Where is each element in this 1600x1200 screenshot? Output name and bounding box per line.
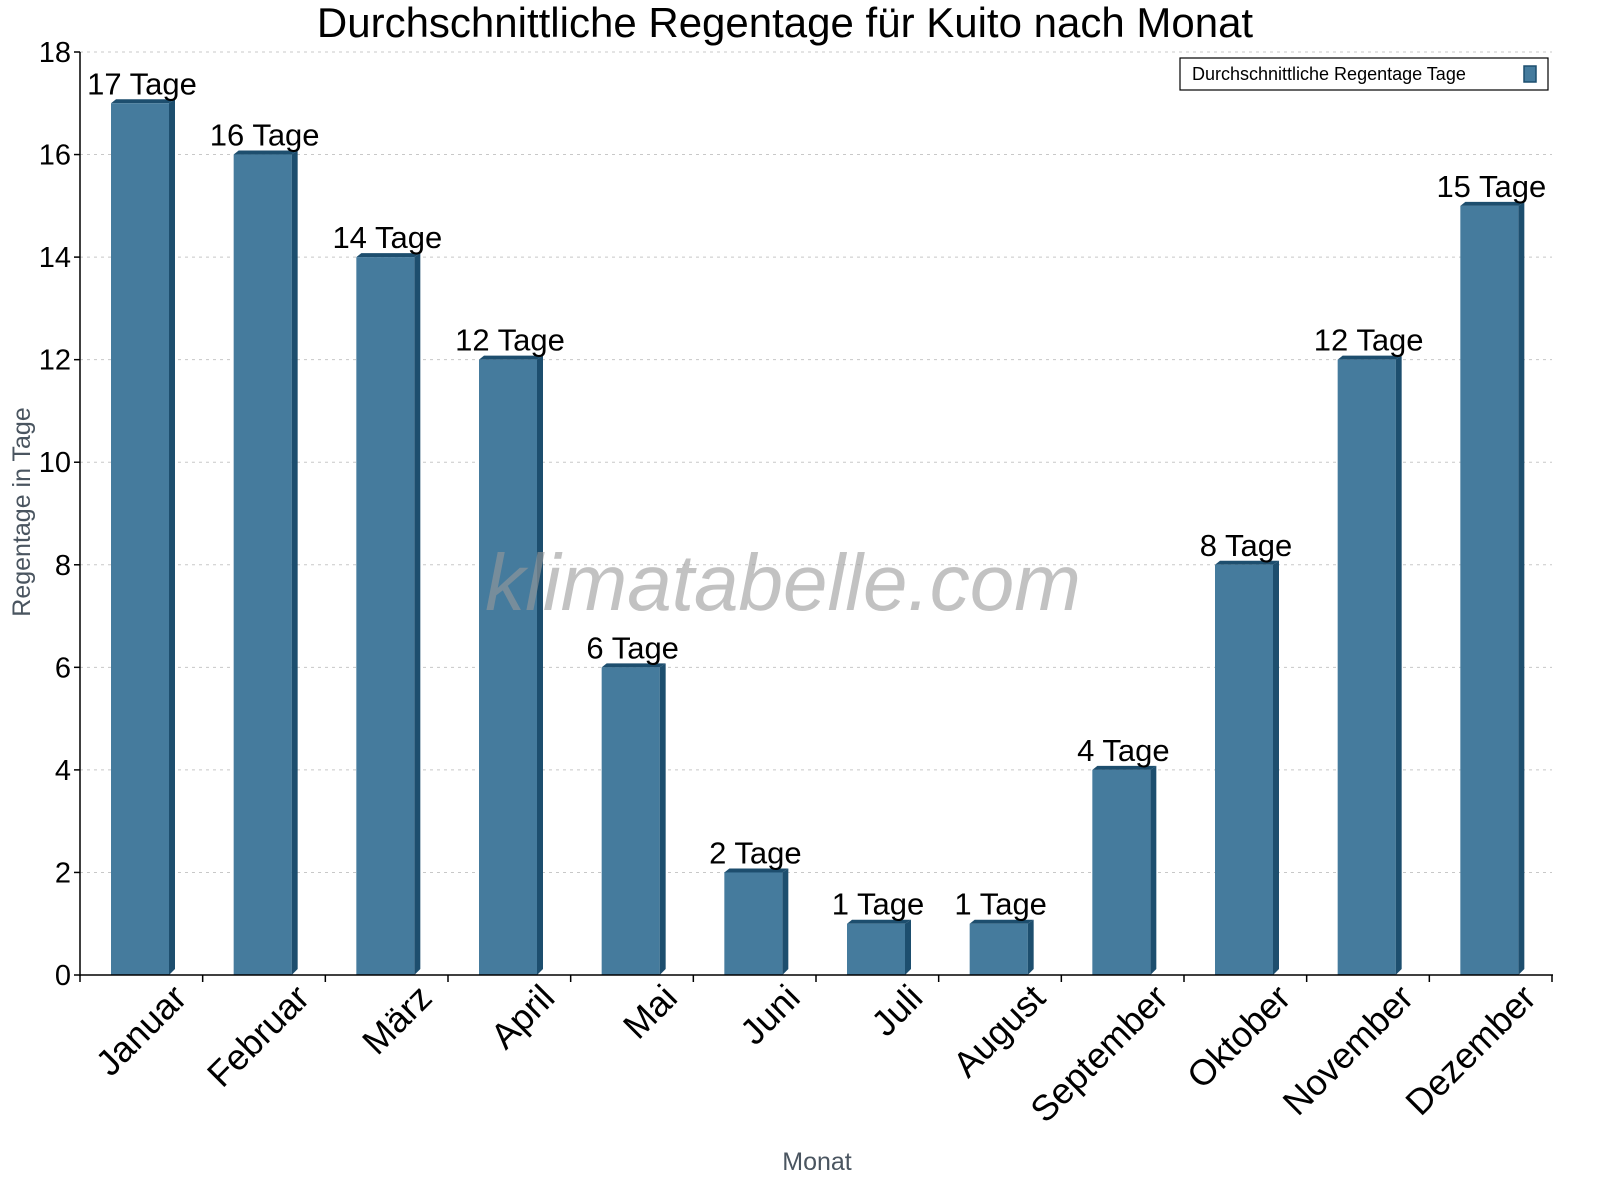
bar: [479, 355, 543, 976]
x-tick-label: Juli: [863, 977, 930, 1044]
chart-title: Durchschnittliche Regentage für Kuito na…: [317, 0, 1254, 46]
y-tick-label: 4: [55, 755, 71, 787]
y-tick-label: 12: [39, 345, 71, 377]
data-label: 14 Tage: [332, 220, 442, 255]
bar: [724, 868, 789, 975]
data-labels: 17 Tage 16 Tage 14 Tage 12 Tage 6 Tage 2 Tage…: [87, 66, 1546, 921]
x-tick-label: Juni: [732, 977, 808, 1053]
bar: [1215, 560, 1279, 975]
data-label: 1 Tage: [954, 887, 1047, 922]
data-label: 2 Tage: [709, 835, 802, 870]
bars: [111, 99, 1525, 976]
legend: Durchschnittliche Regentage Tage: [1179, 57, 1549, 91]
data-label: 16 Tage: [210, 118, 320, 153]
legend-swatch: [1523, 65, 1537, 83]
data-label: 12 Tage: [1314, 323, 1424, 358]
y-tick-label: 14: [39, 242, 71, 274]
y-tick-label: 18: [39, 37, 71, 69]
bar: [601, 663, 666, 975]
gridlines: [80, 51, 1552, 873]
y-tick-label: 8: [55, 550, 71, 582]
y-tick-label: 10: [39, 447, 71, 479]
x-axis-ticks: Januar Februar März April Mai Juni Juli AugustS…: [79, 975, 1553, 1130]
legend-box: [1179, 57, 1549, 91]
x-tick-label: März: [354, 977, 440, 1063]
data-label: 15 Tage: [1436, 169, 1546, 204]
bar: [847, 919, 911, 975]
bar: [356, 253, 421, 976]
y-tick-label: 6: [55, 652, 71, 684]
y-axis-label: Regentage in Tage: [8, 407, 36, 616]
x-tick-label: Oktober: [1179, 977, 1299, 1097]
x-tick-label: August: [945, 977, 1053, 1085]
bar: [1092, 765, 1157, 975]
data-label: 17 Tage: [87, 66, 197, 101]
data-label: 4 Tage: [1077, 733, 1170, 768]
watermark: klimatabelle.com: [485, 538, 1081, 627]
bar: [233, 150, 298, 976]
y-tick-label: 16: [39, 140, 71, 172]
x-tick-label: Februar: [199, 977, 317, 1095]
x-axis-label: Monat: [782, 1148, 852, 1176]
x-tick-label: April: [482, 977, 562, 1057]
y-tick-label: 2: [55, 857, 71, 889]
x-tick-label: Mai: [615, 977, 685, 1047]
y-tick-label: 0: [55, 960, 71, 992]
data-label: 8 Tage: [1200, 528, 1293, 563]
bar: [1460, 201, 1525, 976]
bar: [969, 919, 1034, 975]
legend-label: Durchschnittliche Regentage Tage: [1192, 64, 1466, 84]
data-label: 12 Tage: [455, 323, 565, 358]
bar: [1337, 355, 1402, 976]
data-label: 1 Tage: [832, 887, 925, 922]
y-axis-ticks: 0 2 4 6 8 10 12 14 16 18: [39, 37, 80, 992]
bar: [111, 99, 175, 976]
x-tick-label: Dezember: [1397, 977, 1543, 1123]
data-label: 6 Tage: [586, 630, 679, 665]
x-tick-label: Januar: [87, 977, 194, 1084]
x-tick-label: November: [1275, 977, 1421, 1123]
